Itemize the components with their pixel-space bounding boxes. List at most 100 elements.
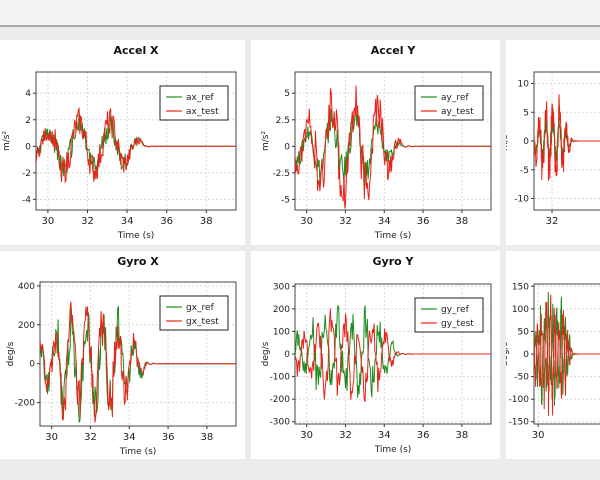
series-line-gy_test — [295, 308, 491, 403]
y-tick-label: 50 — [518, 327, 530, 337]
plot-frame — [39, 281, 237, 427]
series-line-gx_test — [40, 301, 236, 423]
y-tick-label: -150 — [509, 418, 530, 428]
x-tick-label: 38 — [456, 216, 469, 227]
chart-panel-gyro-z: 30 150 100 50 0 -50 -100 -150 deg/s — [506, 251, 600, 459]
y-tick-label: -10 — [514, 195, 529, 205]
x-tick-label: 36 — [417, 216, 430, 227]
y-axis-label: deg/s — [261, 341, 271, 366]
window-top-bar — [0, 0, 600, 27]
y-tick-label: -200 — [15, 399, 36, 409]
legend-box — [414, 85, 484, 121]
x-axis-label: Time (s) — [119, 447, 157, 457]
x-tick-label: 34 — [121, 216, 134, 227]
x-tick-label: 34 — [378, 430, 391, 441]
chart-svg: Accel X 30 32 34 36 38 4 2 0 -2 -4 m/s² Time (s) ax_r… — [2, 44, 237, 241]
legend-label: ay_ref — [441, 93, 469, 103]
y-tick-label: 0 — [25, 142, 31, 152]
chart-panel-accel-y: Accel Y 30 32 34 36 38 5 2.5 0 -2.5 -5 m/s² Time (s)… — [251, 40, 500, 245]
x-tick-label: 36 — [160, 216, 173, 227]
y-tick-label: -4 — [22, 195, 31, 205]
chart-svg: Gyro X 30 32 34 36 38 400 200 0 -200 deg/s Time (s)… — [6, 255, 237, 457]
y-axis-label: deg/s — [506, 341, 510, 366]
y-axis-label: m/s² — [2, 131, 12, 151]
y-tick-label: 300 — [273, 282, 290, 292]
y-tick-label: -200 — [270, 395, 291, 405]
y-tick-label: 5 — [523, 108, 529, 118]
y-tick-label: 100 — [273, 327, 290, 337]
x-tick-label: 38 — [201, 432, 214, 443]
y-tick-label: 200 — [18, 321, 35, 331]
series-line-series-1 — [534, 294, 600, 416]
y-tick-label: 0 — [29, 360, 35, 370]
y-tick-label: -300 — [270, 418, 291, 428]
y-axis-label: m/s² — [261, 131, 271, 151]
chart-panel-gyro-y: Gyro Y 30 32 34 36 38 300 200 100 0 -100 -200 -300 de… — [251, 251, 500, 459]
chart-svg: 30 150 100 50 0 -50 -100 -150 deg/s — [506, 282, 600, 441]
y-tick-label: 100 — [512, 305, 529, 315]
x-tick-label: 36 — [162, 432, 175, 443]
chart-title: Gyro Y — [373, 255, 415, 268]
y-tick-label: 400 — [18, 282, 35, 292]
y-axis-label: deg/s — [6, 341, 16, 366]
chart-panel-accel-x: Accel X 30 32 34 36 38 4 2 0 -2 -4 m/s² Time (s) ax_r… — [0, 40, 245, 245]
y-tick-label: -100 — [509, 395, 530, 405]
y-tick-label: -100 — [270, 373, 291, 383]
series-line-series-1 — [534, 94, 600, 181]
x-tick-label: 34 — [378, 216, 391, 227]
legend-label: gy_test — [441, 319, 474, 329]
x-tick-label: 30 — [532, 430, 545, 441]
chart-title: Gyro X — [117, 255, 159, 268]
y-tick-label: 2.5 — [276, 116, 290, 126]
legend-label: ax_ref — [186, 93, 214, 103]
chart-panel-accel-z: 32 10 5 0 -5 -10 m/s² — [506, 40, 600, 245]
y-axis-label: m/s² — [506, 131, 510, 151]
x-axis-label: Time (s) — [374, 231, 412, 241]
x-tick-label: 30 — [42, 216, 55, 227]
x-tick-label: 30 — [45, 432, 58, 443]
legend-label: ax_test — [186, 107, 219, 117]
x-tick-label: 32 — [339, 430, 352, 441]
x-axis-label: Time (s) — [117, 231, 155, 241]
x-tick-label: 36 — [417, 430, 430, 441]
y-tick-label: 5 — [284, 89, 290, 99]
y-tick-label: 10 — [518, 80, 530, 90]
y-tick-label: 0 — [523, 350, 529, 360]
y-tick-label: 0 — [284, 350, 290, 360]
legend-box — [159, 85, 229, 121]
x-axis-label: Time (s) — [374, 445, 412, 455]
series-line-ay_test — [295, 85, 491, 209]
y-tick-label: 0 — [284, 142, 290, 152]
x-tick-label: 38 — [456, 430, 469, 441]
legend-label: ay_test — [441, 107, 474, 117]
y-tick-label: -2 — [22, 169, 31, 179]
x-tick-label: 30 — [300, 430, 313, 441]
x-tick-label: 32 — [81, 216, 94, 227]
x-tick-label: 30 — [300, 216, 313, 227]
x-tick-label: 32 — [84, 432, 97, 443]
series-line-ax_test — [36, 107, 236, 184]
y-tick-label: 200 — [273, 305, 290, 315]
legend-box — [159, 295, 229, 331]
y-tick-label: 0 — [523, 137, 529, 147]
y-tick-label: -5 — [520, 166, 529, 176]
legend-label: gx_test — [186, 317, 219, 327]
window-bottom-bar — [0, 462, 600, 480]
y-tick-label: 2 — [25, 116, 31, 126]
y-tick-label: -50 — [514, 373, 529, 383]
y-tick-label: -5 — [281, 195, 290, 205]
chart-svg: 32 10 5 0 -5 -10 m/s² — [506, 71, 600, 227]
x-tick-label: 34 — [123, 432, 136, 443]
y-tick-label: -2.5 — [272, 169, 290, 179]
x-tick-label: 32 — [546, 216, 559, 227]
legend-label: gy_ref — [441, 305, 470, 315]
legend-label: gx_ref — [186, 303, 215, 313]
chart-svg: Gyro Y 30 32 34 36 38 300 200 100 0 -100 -200 -300 de… — [261, 255, 492, 455]
x-tick-label: 32 — [339, 216, 352, 227]
chart-title: Accel Y — [371, 44, 417, 57]
chart-panel-gyro-x: Gyro X 30 32 34 36 38 400 200 0 -200 deg/s Time (s)… — [0, 251, 245, 459]
chart-title: Accel X — [113, 44, 159, 57]
y-tick-label: 4 — [25, 89, 31, 99]
plot-frame — [294, 71, 492, 211]
legend-box — [414, 297, 484, 333]
